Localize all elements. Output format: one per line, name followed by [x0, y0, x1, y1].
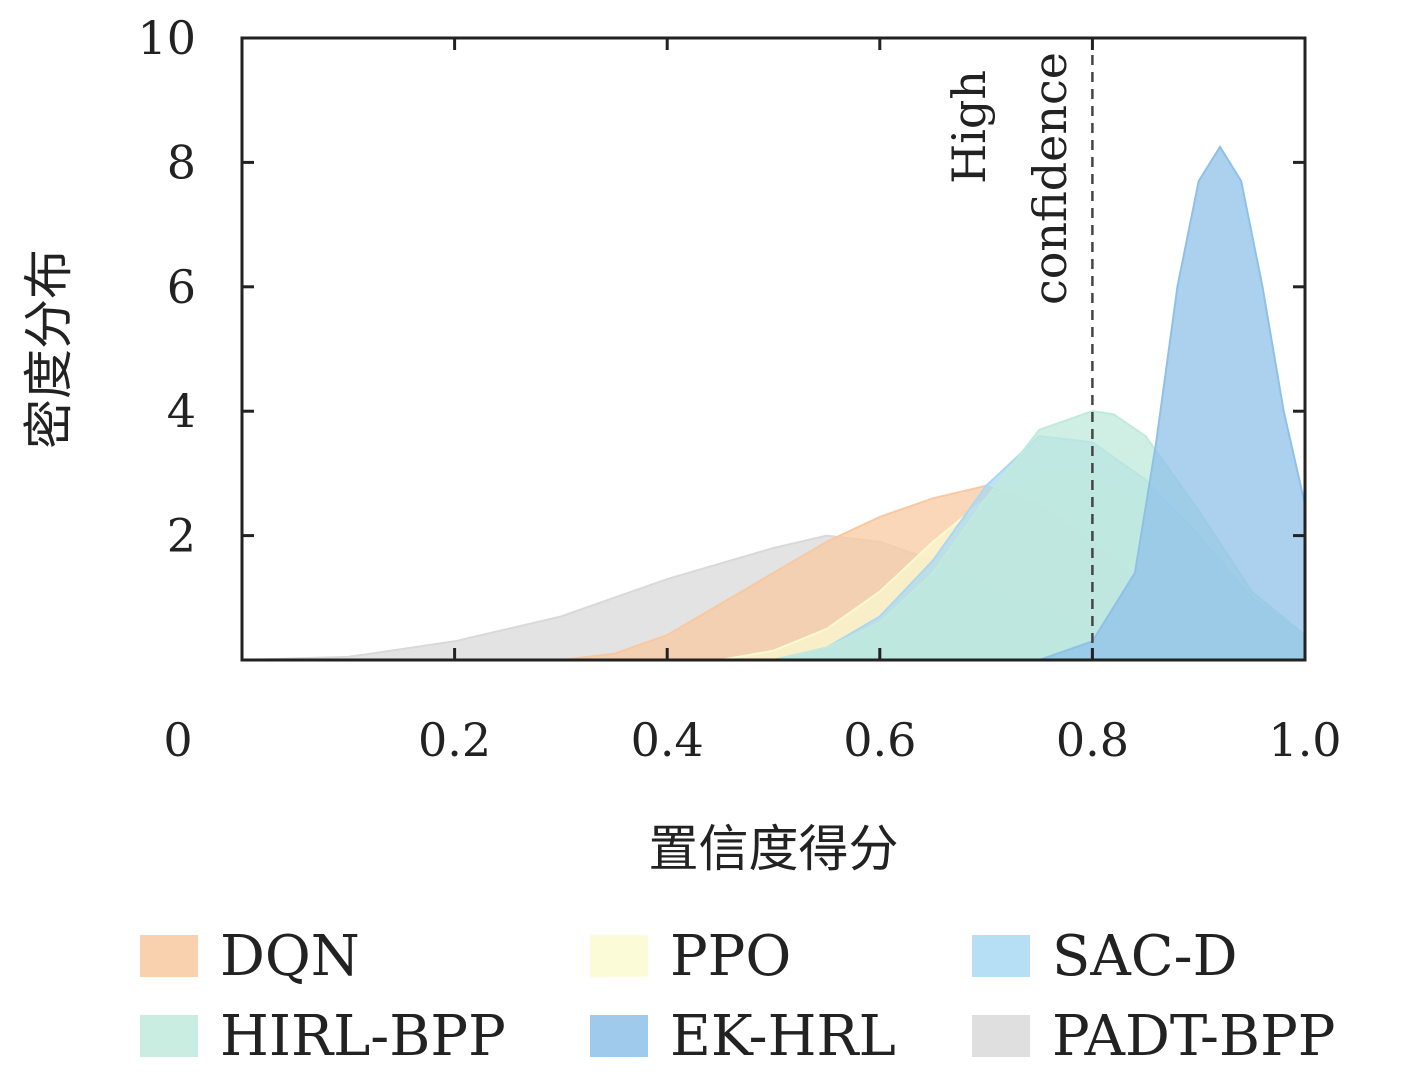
x-axis-title: 置信度得分 [649, 820, 899, 878]
legend-swatch-dqn [140, 935, 198, 977]
x-tick-label: 0.2 [418, 713, 491, 767]
x-tick-label: 0.8 [1056, 713, 1129, 767]
legend-label-hirl-bpp: HIRL-BPP [220, 1004, 506, 1069]
y-tick-label: 4 [167, 384, 196, 438]
x-tick-label: 0.4 [631, 713, 704, 767]
legend-swatch-hirl-bpp [140, 1015, 198, 1057]
legend-label-padt-bpp: PADT-BPP [1052, 1004, 1335, 1069]
annotation-line-1: High [942, 70, 996, 184]
x-tick-label: 0 [163, 713, 192, 767]
axis-ticks: 0 0.2 0.4 0.6 0.8 1.0 2 4 6 8 10 [137, 11, 1341, 767]
legend-label-ek-hrl: EK-HRL [670, 1004, 896, 1069]
legend-label-dqn: DQN [220, 924, 360, 989]
y-axis-title: 密度分布 [20, 249, 78, 449]
y-tick-label: 6 [167, 260, 196, 314]
legend-label-sac-d: SAC-D [1052, 924, 1237, 989]
x-tick-label: 0.6 [843, 713, 916, 767]
legend-swatch-padt-bpp [972, 1015, 1030, 1057]
high-confidence-annotation: High confidence [942, 38, 1094, 660]
legend-label-ppo: PPO [670, 924, 791, 989]
legend-swatch-ek-hrl [590, 1015, 648, 1057]
y-tick-label: 8 [167, 135, 196, 189]
legend-swatch-sac-d [972, 935, 1030, 977]
annotation-line-2: confidence [1023, 52, 1077, 305]
density-areas [241, 145, 1306, 661]
plot-frame [240, 36, 1307, 662]
legend-swatch-ppo [590, 935, 648, 977]
y-tick-label: 10 [137, 11, 196, 65]
legend: DQN PPO SAC-D HIRL-BPP EK-HRL PADT-BPP [140, 924, 1335, 1069]
y-tick-label: 2 [167, 509, 196, 563]
x-tick-label: 1.0 [1268, 713, 1341, 767]
